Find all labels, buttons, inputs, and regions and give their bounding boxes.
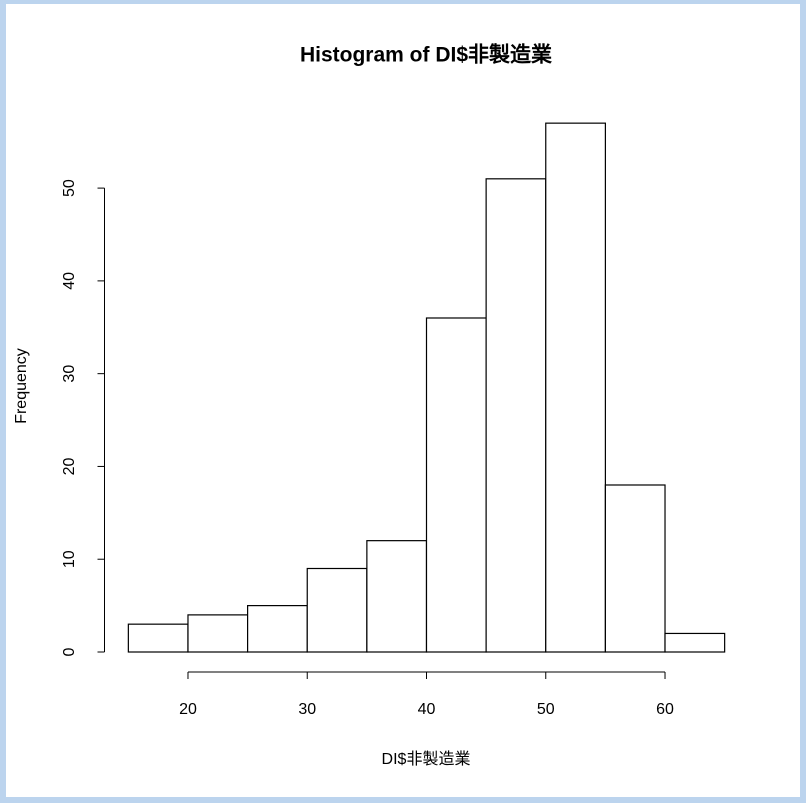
x-tick-label: 50 bbox=[537, 701, 555, 718]
y-axis-label: Frequency bbox=[13, 348, 30, 424]
y-tick-label: 30 bbox=[61, 365, 78, 383]
y-tick-label: 20 bbox=[61, 457, 78, 475]
bar bbox=[664, 632, 726, 653]
plot-window bbox=[6, 4, 800, 797]
bar bbox=[604, 484, 666, 653]
bar bbox=[247, 605, 308, 653]
bar bbox=[187, 614, 249, 653]
bar bbox=[485, 178, 547, 653]
y-tick-label: 10 bbox=[61, 550, 78, 568]
x-axis-label: DI$非製造業 bbox=[382, 750, 471, 768]
y-tick-label: 0 bbox=[61, 647, 78, 656]
bar bbox=[545, 122, 606, 653]
bar bbox=[366, 540, 428, 653]
y-tick-label: 40 bbox=[61, 272, 78, 290]
bar bbox=[306, 567, 368, 653]
x-tick-label: 60 bbox=[656, 701, 674, 718]
bar bbox=[127, 623, 189, 653]
x-tick-label: 40 bbox=[418, 701, 436, 718]
x-tick-label: 30 bbox=[298, 701, 316, 718]
x-tick-label: 20 bbox=[179, 701, 197, 718]
bar bbox=[425, 317, 487, 653]
chart-title: Histogram of DI$非製造業 bbox=[300, 43, 553, 67]
y-tick-label: 50 bbox=[61, 179, 78, 197]
